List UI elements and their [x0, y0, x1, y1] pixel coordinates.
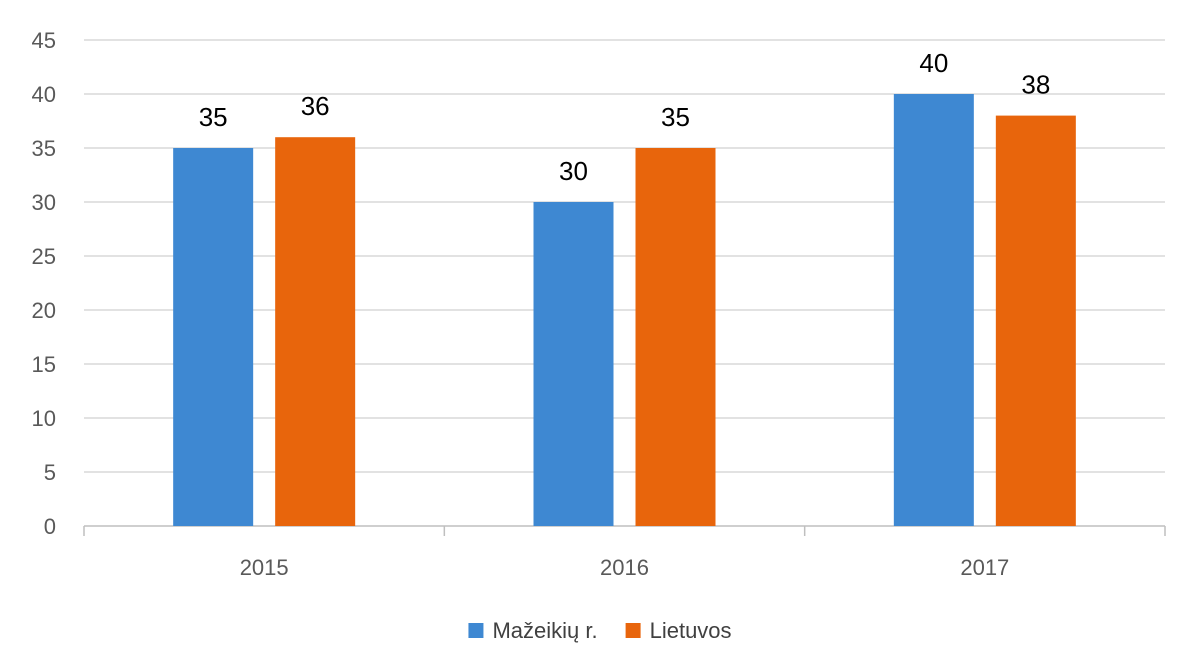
bar [275, 137, 356, 526]
y-tick-label: 35 [32, 136, 56, 161]
legend-swatch [625, 623, 641, 638]
bar [995, 115, 1076, 526]
y-tick-label: 10 [32, 406, 56, 431]
y-axis-ticks: 0 5 10 15 20 25 30 35 40 45 [32, 28, 56, 539]
bar [893, 94, 974, 526]
x-tick-label: 2016 [600, 555, 649, 580]
bar [533, 202, 614, 526]
legend-label: Mažeikių r. [492, 618, 597, 643]
bar [173, 148, 254, 526]
data-label: 40 [919, 48, 948, 78]
y-tick-label: 30 [32, 190, 56, 215]
y-tick-label: 20 [32, 298, 56, 323]
bar [635, 148, 716, 526]
data-label: 38 [1021, 70, 1050, 100]
x-axis: 2015 2016 2017 [83, 525, 1166, 580]
y-tick-label: 25 [32, 244, 56, 269]
legend: Mažeikių r. Lietuvos [468, 618, 732, 643]
y-tick-label: 45 [32, 28, 56, 53]
x-tick-label: 2015 [240, 555, 289, 580]
data-label: 36 [301, 91, 330, 121]
y-tick-label: 5 [44, 460, 56, 485]
bars [173, 94, 1076, 526]
y-tick-label: 40 [32, 82, 56, 107]
legend-label: Lietuvos [650, 618, 732, 643]
data-label: 35 [661, 102, 690, 132]
legend-swatch [468, 623, 484, 638]
y-tick-label: 0 [44, 514, 56, 539]
legend-item: Mažeikių r. [468, 618, 598, 643]
gridlines [84, 39, 1165, 473]
legend-item: Lietuvos [625, 618, 732, 643]
data-labels: 35 36 30 35 40 38 [199, 48, 1051, 186]
data-label: 30 [559, 156, 588, 186]
y-tick-label: 15 [32, 352, 56, 377]
data-label: 35 [199, 102, 228, 132]
x-tick-label: 2017 [960, 555, 1009, 580]
